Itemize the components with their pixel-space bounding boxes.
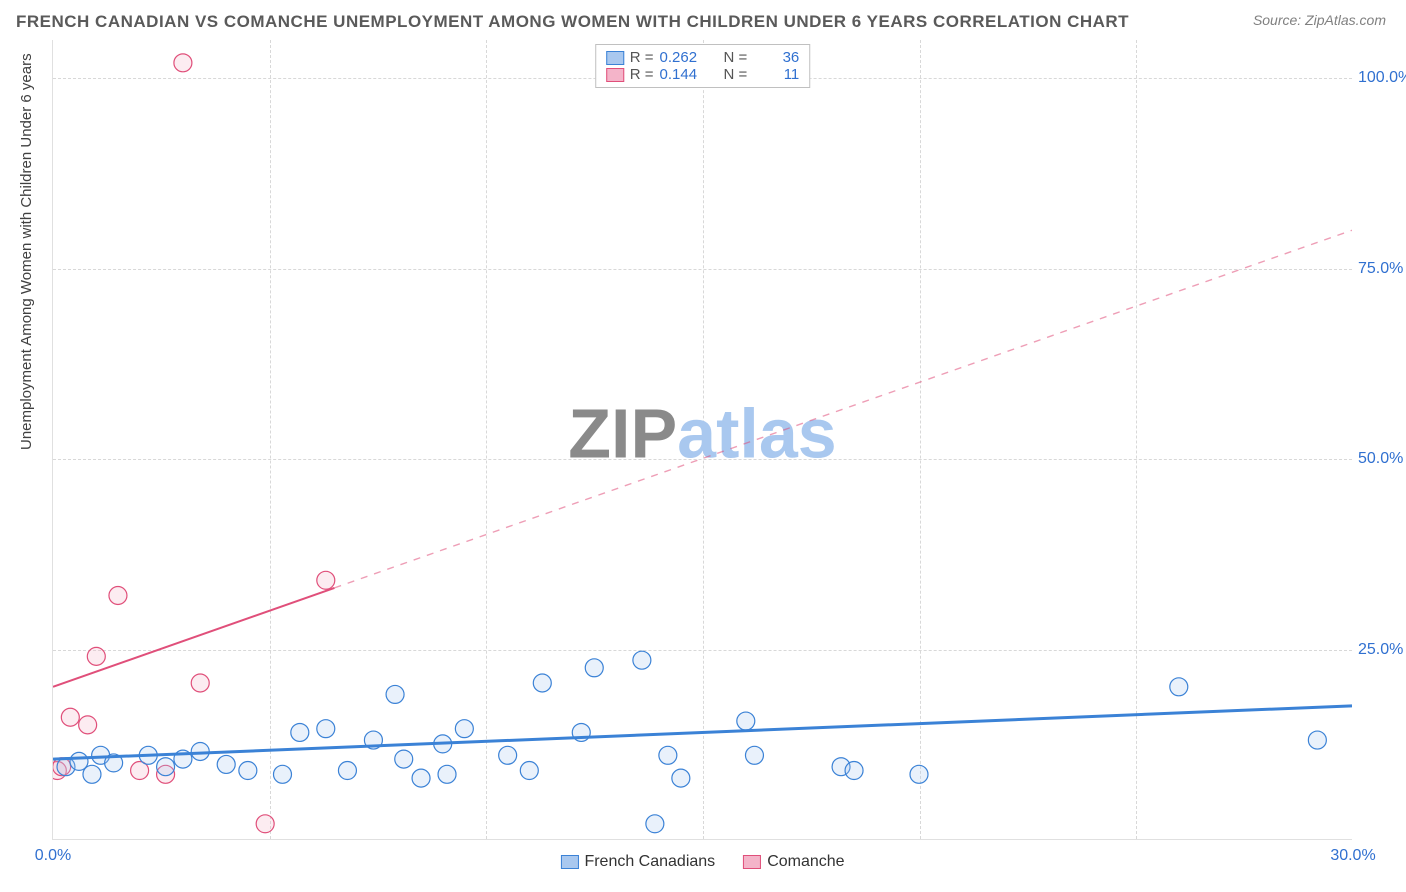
n-value: 36 bbox=[753, 49, 799, 66]
legend-row: R = 0.262 N = 36 bbox=[606, 49, 800, 66]
scatter-point bbox=[174, 54, 192, 72]
scatter-point bbox=[659, 746, 677, 764]
scatter-point bbox=[845, 762, 863, 780]
n-label: N = bbox=[724, 49, 748, 66]
legend-swatch-blue bbox=[606, 51, 624, 65]
y-tick-label: 25.0% bbox=[1358, 641, 1406, 659]
plot-area: ZIPatlas R = 0.262 N = 36 R = 0.144 N = … bbox=[52, 40, 1352, 840]
scatter-point bbox=[157, 758, 175, 776]
scatter-point bbox=[499, 746, 517, 764]
scatter-point bbox=[646, 815, 664, 833]
scatter-point bbox=[386, 685, 404, 703]
scatter-point bbox=[633, 651, 651, 669]
scatter-point bbox=[191, 674, 209, 692]
plot-svg bbox=[53, 40, 1352, 839]
x-tick-label: 0.0% bbox=[35, 847, 71, 865]
r-label: R = bbox=[630, 49, 654, 66]
correlation-legend: R = 0.262 N = 36 R = 0.144 N = 11 bbox=[595, 44, 811, 88]
y-tick-label: 75.0% bbox=[1358, 260, 1406, 278]
scatter-point bbox=[291, 723, 309, 741]
scatter-point bbox=[455, 720, 473, 738]
scatter-point bbox=[317, 720, 335, 738]
trend-line-dashed bbox=[334, 230, 1352, 588]
source-label: Source: ZipAtlas.com bbox=[1253, 12, 1386, 28]
trend-line-solid bbox=[53, 588, 334, 687]
legend-label: French Canadians bbox=[584, 853, 715, 871]
x-tick-label: 30.0% bbox=[1330, 847, 1375, 865]
chart-title: FRENCH CANADIAN VS COMANCHE UNEMPLOYMENT… bbox=[16, 12, 1129, 32]
scatter-point bbox=[79, 716, 97, 734]
y-tick-label: 50.0% bbox=[1358, 450, 1406, 468]
r-label: R = bbox=[630, 66, 654, 83]
scatter-point bbox=[520, 762, 538, 780]
scatter-point bbox=[910, 765, 928, 783]
n-label: N = bbox=[724, 66, 748, 83]
scatter-point bbox=[217, 755, 235, 773]
r-value: 0.262 bbox=[660, 49, 706, 66]
scatter-point bbox=[338, 762, 356, 780]
legend-item: French Canadians bbox=[560, 853, 715, 871]
trend-line-solid bbox=[53, 706, 1352, 759]
scatter-point bbox=[1308, 731, 1326, 749]
scatter-point bbox=[737, 712, 755, 730]
legend-swatch-blue bbox=[560, 855, 578, 869]
legend-label: Comanche bbox=[767, 853, 844, 871]
scatter-point bbox=[585, 659, 603, 677]
y-tick-label: 100.0% bbox=[1358, 69, 1406, 87]
scatter-point bbox=[438, 765, 456, 783]
scatter-point bbox=[61, 708, 79, 726]
scatter-point bbox=[239, 762, 257, 780]
scatter-point bbox=[412, 769, 430, 787]
scatter-point bbox=[745, 746, 763, 764]
scatter-point bbox=[395, 750, 413, 768]
y-axis-label: Unemployment Among Women with Children U… bbox=[18, 53, 35, 450]
scatter-point bbox=[1170, 678, 1188, 696]
series-legend: French Canadians Comanche bbox=[560, 853, 844, 871]
legend-row: R = 0.144 N = 11 bbox=[606, 66, 800, 83]
scatter-point bbox=[109, 587, 127, 605]
legend-swatch-pink bbox=[606, 68, 624, 82]
scatter-point bbox=[672, 769, 690, 787]
scatter-point bbox=[317, 571, 335, 589]
legend-swatch-pink bbox=[743, 855, 761, 869]
scatter-point bbox=[83, 765, 101, 783]
scatter-point bbox=[533, 674, 551, 692]
scatter-point bbox=[273, 765, 291, 783]
legend-item: Comanche bbox=[743, 853, 844, 871]
chart-container: FRENCH CANADIAN VS COMANCHE UNEMPLOYMENT… bbox=[0, 0, 1406, 892]
n-value: 11 bbox=[753, 66, 799, 83]
scatter-point bbox=[87, 647, 105, 665]
r-value: 0.144 bbox=[660, 66, 706, 83]
scatter-point bbox=[256, 815, 274, 833]
